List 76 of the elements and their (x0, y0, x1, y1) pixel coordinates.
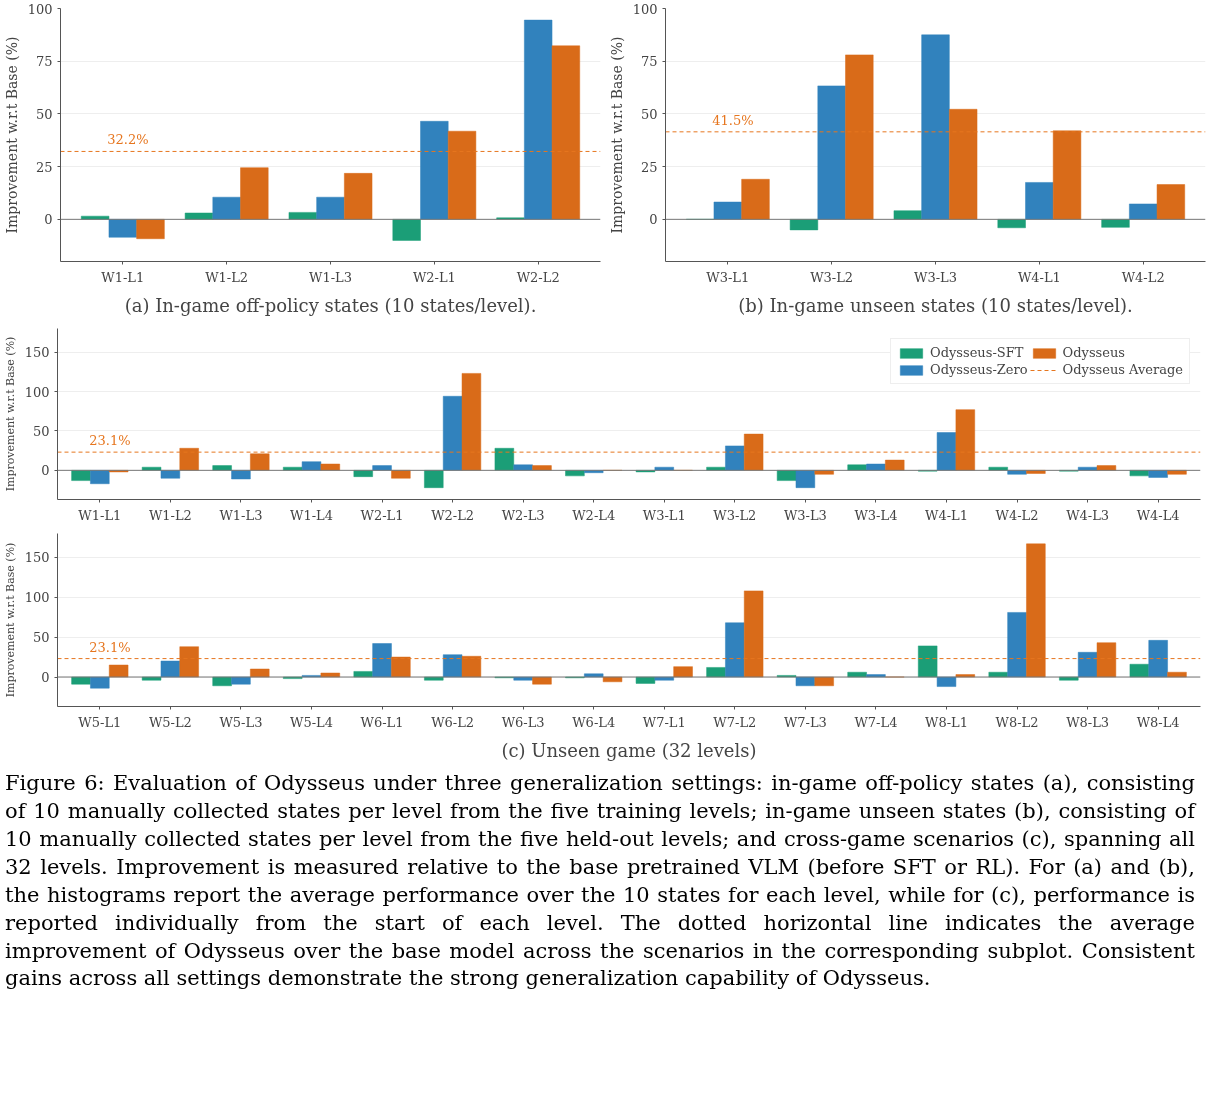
x-tick-label: W8-L3 (1066, 714, 1110, 730)
y-tick-label: 100 (27, 1, 53, 17)
y-tick-label: 150 (24, 550, 50, 566)
y-tick-label: 100 (632, 1, 658, 17)
x-tick-label: W1-L1 (101, 269, 145, 285)
annotation: 23.1% (89, 639, 131, 655)
x-tick-label: W1-L1 (78, 507, 122, 523)
x-tick-label: W7-L1 (642, 714, 686, 730)
y-tick-label: 50 (640, 106, 658, 122)
y-axis-title: Improvement w.r.t Base (%) (608, 36, 625, 234)
x-tick-label: W7-L4 (854, 714, 898, 730)
x-tick-label: W8-L2 (995, 714, 1039, 730)
y-tick-label: 150 (24, 345, 50, 361)
annotation: 41.5% (712, 112, 754, 128)
x-tick-label: W6-L2 (431, 714, 475, 730)
x-tick-label: W2-L2 (516, 269, 560, 285)
caption: Figure 6: Evaluation of Odysseus under three generalization settings: in-game off-policy states (a), consisting of 10 manually collected states per level from the five training levels; in-game unseen states (b), consisting of 10 manually collected states per level from the five held-out levels; and cross-game scenarios (c), spanning all 32 levels. Improvement is measured relative to the base pretrained VLM (before SFT or RL). For (a) and (b), the histograms report the average performance over the 10 states for each level, while for (c), performance is reported individually from the start of each level. The dotted horizontal line indicates the average improvement of Odysseus over the base model across the scenarios in the corresponding subplot. Consistent gains across all settings demonstrate the strong generalization capability of Odysseus. (5, 770, 1195, 993)
y-axis-title: Improvement w.r.t Base (%) (3, 542, 17, 698)
x-tick-label: W2-L4 (572, 507, 616, 523)
y-tick-label: 0 (44, 212, 53, 228)
x-tick-label: W1-L3 (219, 507, 263, 523)
legend-label: Odysseus-SFT (930, 345, 1024, 360)
y-tick-label: 100 (24, 590, 50, 606)
x-tick-label: W6-L1 (360, 714, 404, 730)
x-tick-label: W6-L3 (501, 714, 545, 730)
x-tick-label: W8-L1 (925, 714, 968, 730)
x-tick-label: W2-L3 (501, 507, 545, 523)
text: (a) In-game off-policy states (10 states/level). (124, 294, 537, 316)
legend-label: Odysseus Average (1062, 362, 1183, 377)
y-tick-label: 0 (41, 670, 50, 685)
x-tick-label: W4-L1 (1017, 269, 1061, 285)
y-axis-title: Improvement w.r.t Base (%) (3, 336, 17, 492)
x-tick-label: W4-L2 (995, 507, 1039, 523)
legend-label: Odysseus-Zero (930, 362, 1028, 377)
y-tick-label: 50 (35, 106, 53, 122)
x-tick-label: W4-L1 (925, 507, 968, 523)
y-tick-label: 100 (24, 384, 50, 400)
y-tick-label: 25 (640, 159, 658, 175)
x-tick-label: W2-L1 (412, 269, 456, 285)
x-tick-label: W3-L2 (713, 507, 757, 523)
x-tick-label: W5-L1 (78, 714, 122, 730)
x-tick-label: W3-L1 (706, 269, 750, 285)
x-tick-label: W1-L2 (148, 507, 192, 523)
x-tick-label: W3-L3 (914, 269, 957, 285)
x-tick-label: W4-L3 (1066, 507, 1110, 523)
y-tick-label: 25 (35, 159, 53, 175)
x-tick-label: W4-L4 (1136, 507, 1180, 523)
x-tick-label: W5-L4 (290, 714, 333, 730)
annotation: 32.2% (107, 132, 149, 148)
x-tick-label: W1-L3 (309, 269, 352, 285)
x-tick-label: W4-L2 (1121, 269, 1165, 285)
text: (c) Unseen game (32 levels) (501, 739, 757, 761)
x-tick-label: W1-L4 (290, 507, 333, 523)
y-tick-label: 75 (35, 54, 53, 70)
y-tick-label: 0 (41, 463, 50, 479)
y-tick-label: 0 (649, 212, 658, 228)
x-tick-label: W2-L2 (431, 507, 475, 523)
x-tick-label: W3-L4 (854, 507, 898, 523)
x-tick-label: W6-L4 (572, 714, 616, 730)
x-tick-label: W7-L2 (713, 714, 757, 730)
y-axis-title: Improvement w.r.t Base (%) (3, 36, 20, 234)
x-tick-label: W1-L2 (205, 269, 249, 285)
y-tick-label: 75 (640, 54, 658, 70)
text: (b) In-game unseen states (10 states/level). (738, 294, 1133, 316)
y-tick-label: 50 (32, 630, 50, 646)
x-tick-label: W7-L3 (783, 714, 827, 730)
y-tick-label: 50 (32, 423, 50, 439)
x-tick-label: W3-L2 (810, 269, 854, 285)
x-tick-label: W8-L4 (1136, 714, 1180, 730)
annotation: 23.1% (89, 433, 131, 449)
x-tick-label: W2-L1 (360, 507, 404, 523)
x-tick-label: W3-L1 (642, 507, 686, 523)
legend-label: Odysseus (1062, 345, 1125, 360)
x-tick-label: W5-L2 (148, 714, 192, 730)
x-tick-label: W3-L3 (783, 507, 827, 523)
x-tick-label: W5-L3 (219, 714, 263, 730)
